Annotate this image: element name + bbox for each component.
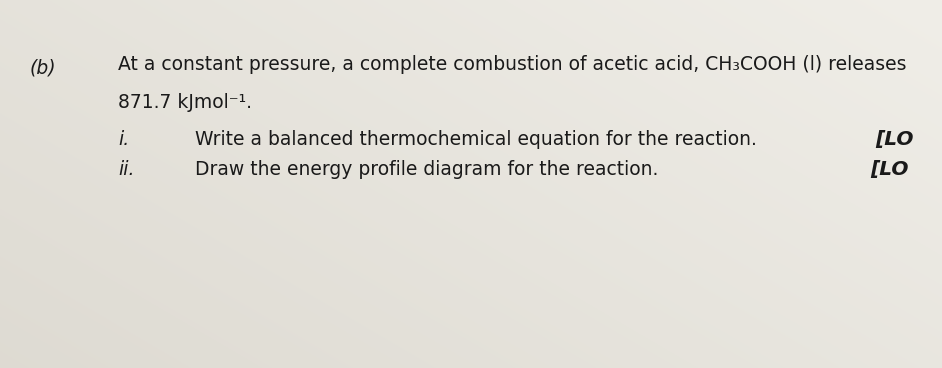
Text: (b): (b) xyxy=(30,58,57,77)
Text: Write a balanced thermochemical equation for the reaction.: Write a balanced thermochemical equation… xyxy=(195,130,756,149)
Text: ii.: ii. xyxy=(118,160,135,179)
Text: i.: i. xyxy=(118,130,129,149)
Text: [LO: [LO xyxy=(870,160,908,179)
Text: 871.7 kJmol⁻¹.: 871.7 kJmol⁻¹. xyxy=(118,93,252,112)
Text: Draw the energy profile diagram for the reaction.: Draw the energy profile diagram for the … xyxy=(195,160,658,179)
Text: [LO: [LO xyxy=(875,130,914,149)
Text: At a constant pressure, a complete combustion of acetic acid, CH₃COOH (l) releas: At a constant pressure, a complete combu… xyxy=(118,55,906,74)
